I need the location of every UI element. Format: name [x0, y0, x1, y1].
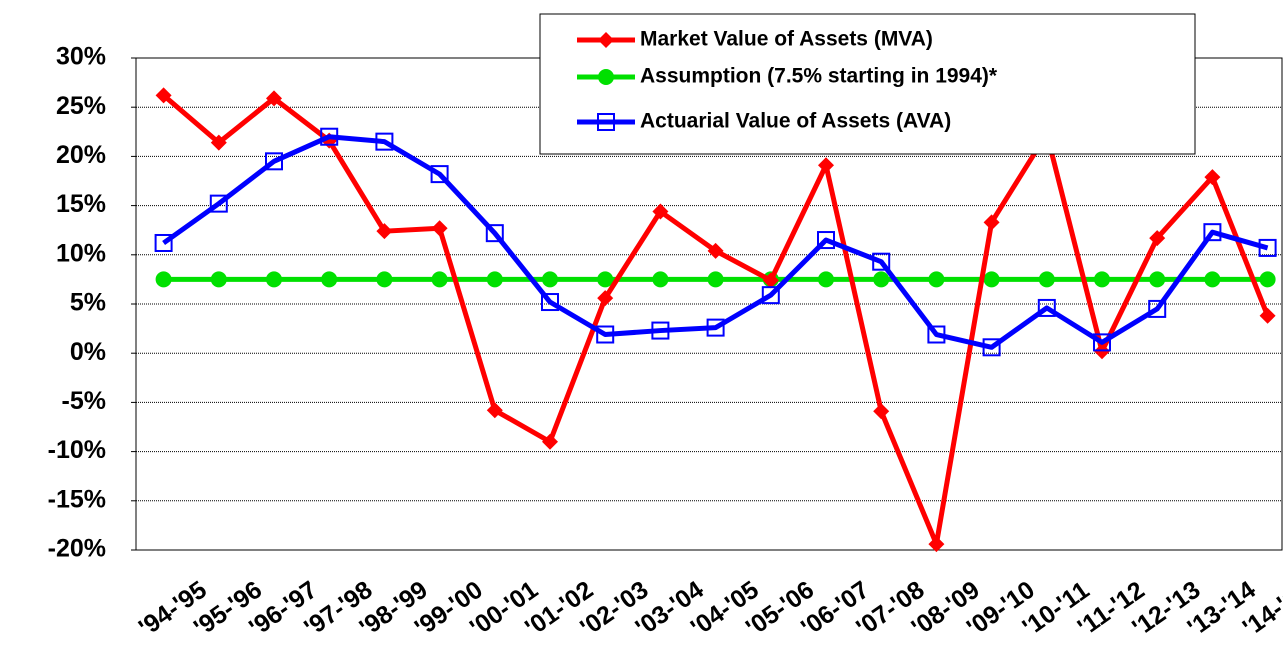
marker — [210, 134, 227, 151]
y-tick-label: 0% — [70, 338, 106, 366]
marker — [1149, 271, 1166, 288]
y-tick-label: 20% — [56, 141, 106, 169]
marker — [596, 325, 615, 344]
legend-marker — [598, 69, 614, 85]
marker — [873, 271, 890, 288]
marker — [928, 536, 945, 553]
marker — [1204, 271, 1221, 288]
marker — [431, 220, 448, 237]
marker — [376, 271, 393, 288]
y-tick-label: -10% — [48, 436, 106, 464]
marker — [1148, 299, 1167, 318]
marker — [872, 252, 891, 271]
marker — [982, 338, 1001, 357]
marker — [652, 203, 669, 220]
y-tick-label: -5% — [62, 387, 106, 415]
marker — [597, 290, 614, 307]
marker — [430, 165, 449, 184]
legend-marker — [598, 32, 614, 48]
marker — [210, 271, 227, 288]
marker — [928, 271, 945, 288]
marker — [266, 90, 282, 107]
legend-box — [539, 13, 1196, 155]
y-tick-label: 10% — [56, 239, 106, 267]
marker — [542, 433, 558, 450]
marker — [706, 318, 725, 337]
marker — [265, 152, 283, 171]
marker — [817, 231, 835, 250]
marker — [1258, 238, 1277, 257]
marker — [542, 271, 558, 288]
marker — [485, 224, 504, 243]
marker — [873, 403, 890, 420]
marker — [652, 271, 669, 288]
y-tick-label: 15% — [56, 190, 106, 218]
marker — [761, 286, 780, 305]
marker — [209, 194, 228, 213]
marker — [321, 271, 338, 288]
marker — [707, 242, 724, 259]
marker — [1259, 271, 1276, 288]
marker — [1037, 298, 1056, 317]
marker — [431, 271, 448, 288]
marker — [155, 87, 172, 104]
y-tick-label: 5% — [70, 289, 106, 317]
marker — [1094, 271, 1110, 288]
marker — [983, 271, 1000, 288]
marker — [927, 325, 946, 344]
marker — [818, 271, 834, 288]
marker — [707, 271, 724, 288]
marker — [1038, 271, 1055, 288]
marker — [320, 127, 339, 146]
marker — [762, 272, 779, 289]
marker — [486, 402, 503, 419]
marker — [1204, 169, 1221, 186]
marker — [375, 132, 394, 151]
marker — [1149, 230, 1166, 247]
legend-label: Assumption (7.5% starting in 1994)* — [640, 65, 998, 88]
y-tick-label: -15% — [48, 485, 106, 513]
marker — [1259, 307, 1276, 324]
legend-marker — [597, 113, 615, 131]
legend-label: Market Value of Assets (MVA) — [640, 28, 933, 51]
marker — [154, 233, 173, 252]
legend-label: Actuarial Value of Assets (AVA) — [640, 110, 951, 133]
marker — [983, 214, 1000, 231]
marker — [818, 157, 834, 174]
marker — [651, 321, 670, 340]
marker — [541, 293, 559, 312]
series-line — [162, 134, 1269, 350]
y-tick-label: 25% — [56, 92, 106, 120]
marker — [486, 271, 503, 288]
marker — [1203, 223, 1222, 242]
marker — [376, 223, 393, 240]
marker — [1093, 333, 1111, 352]
marker — [266, 271, 282, 288]
marker — [155, 271, 172, 288]
marker — [597, 271, 614, 288]
y-tick-label: -20% — [48, 535, 106, 563]
y-tick-label: 30% — [56, 43, 106, 71]
